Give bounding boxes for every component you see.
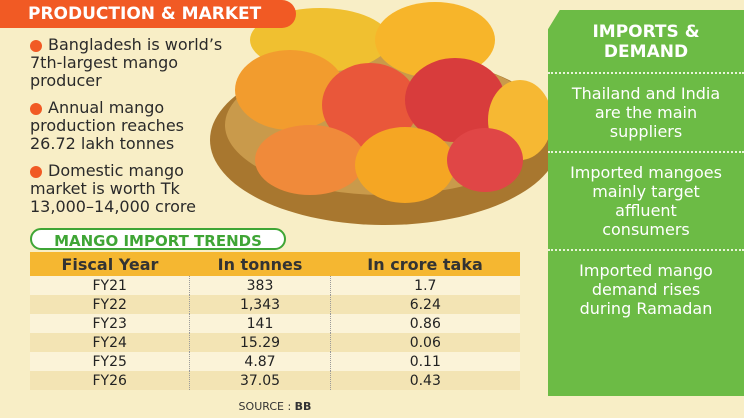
table-cell: 1.7 — [329, 276, 520, 295]
panel-point: Thailand and India are the main supplier… — [548, 72, 744, 151]
table-row: FY21 383 1.7 — [30, 276, 520, 295]
source-label: SOURCE : — [238, 400, 292, 413]
table-cell: 0.11 — [329, 352, 520, 371]
table-title: MANGO IMPORT TRENDS — [30, 228, 286, 250]
source: SOURCE : BB — [0, 400, 550, 413]
table-row: FY26 37.05 0.43 — [30, 371, 520, 390]
table-cell: 0.86 — [329, 314, 520, 333]
side-panel: IMPORTS & DEMAND Thailand and India are … — [548, 10, 744, 396]
table-cell: FY23 — [30, 314, 190, 333]
panel-point: Imported mangoes mainly target affluent … — [548, 151, 744, 249]
bullet-dot — [30, 40, 42, 52]
bullet-dot — [30, 103, 42, 115]
table-cell: FY24 — [30, 333, 190, 352]
table-cell: 0.06 — [329, 333, 520, 352]
table-cell: FY26 — [30, 371, 190, 390]
table-cell: 1,343 — [189, 295, 331, 314]
import-table: Fiscal Year In tonnes In crore taka FY21 383… — [30, 252, 520, 390]
bullet: Annual mango production reaches 26.72 la… — [30, 98, 184, 153]
column-header: Fiscal Year — [30, 252, 190, 276]
table-cell: 15.29 — [189, 333, 331, 352]
table-row: FY22 1,343 6.24 — [30, 295, 520, 314]
column-header: In crore taka — [330, 252, 520, 276]
section-title: PRODUCTION & MARKET — [0, 0, 296, 28]
source-value: BB — [294, 400, 312, 413]
table-row: FY23 141 0.86 — [30, 314, 520, 333]
table-cell: 6.24 — [329, 295, 520, 314]
mango-basket — [210, 2, 560, 225]
panel-title: IMPORTS & DEMAND — [592, 22, 700, 62]
bullet: Domestic mango market is worth Tk 13,000… — [30, 161, 196, 216]
table-row: FY25 4.87 0.11 — [30, 352, 520, 371]
column-header: In tonnes — [189, 252, 331, 276]
table-cell: FY21 — [30, 276, 190, 295]
table-cell: 0.43 — [329, 371, 520, 390]
table-cell: 383 — [189, 276, 331, 295]
table-cell: 141 — [189, 314, 331, 333]
table-cell: FY25 — [30, 352, 190, 371]
bullet-dot — [30, 166, 42, 178]
table-cell: 4.87 — [189, 352, 331, 371]
bullet: Bangladesh is world’s 7th-largest mango … — [30, 35, 223, 90]
panel-point: Imported mango demand rises during Ramad… — [548, 249, 744, 328]
table-row: FY24 15.29 0.06 — [30, 333, 520, 352]
table-cell: 37.05 — [189, 371, 331, 390]
table-cell: FY22 — [30, 295, 190, 314]
